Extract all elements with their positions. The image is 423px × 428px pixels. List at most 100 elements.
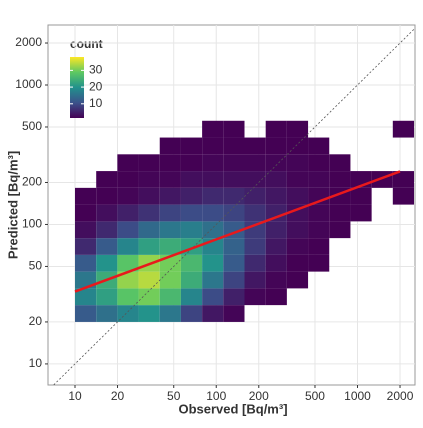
bin [244,171,266,188]
y-tick-label: 2000 [15,35,42,49]
bin [180,221,203,239]
bin [202,204,224,222]
y-axis-label: Predicted [Bq/m³] [5,151,20,259]
bin [308,221,330,239]
bin [159,154,181,172]
plot-area [53,27,415,385]
bin [223,271,245,289]
identity-line [53,27,415,385]
bin [117,238,139,255]
bin [96,171,118,188]
bin [117,271,139,289]
bin [265,288,287,306]
x-tick-label: 200 [249,389,269,403]
x-tick-label: 1000 [344,389,371,403]
bin [286,171,309,188]
bin [202,305,224,322]
bin [117,221,139,239]
bin [117,254,139,272]
bin [350,187,372,205]
bin [159,305,181,322]
bin [265,254,287,272]
bin [96,221,118,239]
bin [392,120,415,138]
bin [138,238,160,255]
bin [223,238,245,255]
bin [202,154,224,172]
bin [265,187,287,205]
bin [286,221,309,239]
bin [138,204,160,222]
bin [202,254,224,272]
colorbar-label: 30 [89,63,103,77]
bin [244,238,266,255]
bin [138,305,160,322]
bin [223,305,245,322]
bin [244,137,266,155]
bin [74,221,97,239]
bin [392,171,415,188]
bin [223,171,245,188]
bin [180,271,203,289]
bin [286,271,309,289]
bin [138,171,160,188]
bin [180,171,203,188]
bin [286,254,309,272]
bin [117,154,139,172]
bin [180,254,203,272]
bin [308,137,330,155]
x-tick-label: 50 [167,389,181,403]
bin [223,254,245,272]
bin [117,288,139,306]
bin [265,271,287,289]
bin [202,137,224,155]
bin [180,204,203,222]
x-tick-label: 20 [111,389,125,403]
bin [159,204,181,222]
bin [117,204,139,222]
bin [159,288,181,306]
bin [244,154,266,172]
y-tick-label: 20 [29,314,43,328]
bin [180,187,203,205]
bin [74,271,97,289]
bin [308,204,330,222]
bin [117,187,139,205]
bin [265,238,287,255]
bin [159,171,181,188]
bin [223,137,245,155]
bin [138,187,160,205]
bin [180,305,203,322]
bin [202,288,224,306]
x-tick-label: 2000 [387,389,414,403]
bin [202,171,224,188]
bin [308,238,330,255]
x-tick-label: 500 [305,389,325,403]
bin [96,204,118,222]
bin [308,254,330,272]
colorbar [70,57,84,118]
fit-line [74,170,401,293]
bin [138,288,160,306]
bin [265,154,287,172]
bin [286,187,309,205]
x-tick-label: 10 [68,389,82,403]
bin [180,154,203,172]
bin [202,187,224,205]
bin [308,154,330,172]
bin [138,271,160,289]
bin [96,305,118,322]
y-tick-label: 200 [22,175,42,189]
y-tick-label: 1000 [15,77,42,91]
bin [223,154,245,172]
bin [96,288,118,306]
bin [329,221,351,239]
bin [117,305,139,322]
bin [265,171,287,188]
bin [244,254,266,272]
bin [223,288,245,306]
bin [244,204,266,222]
bin [74,254,97,272]
bin [159,238,181,255]
